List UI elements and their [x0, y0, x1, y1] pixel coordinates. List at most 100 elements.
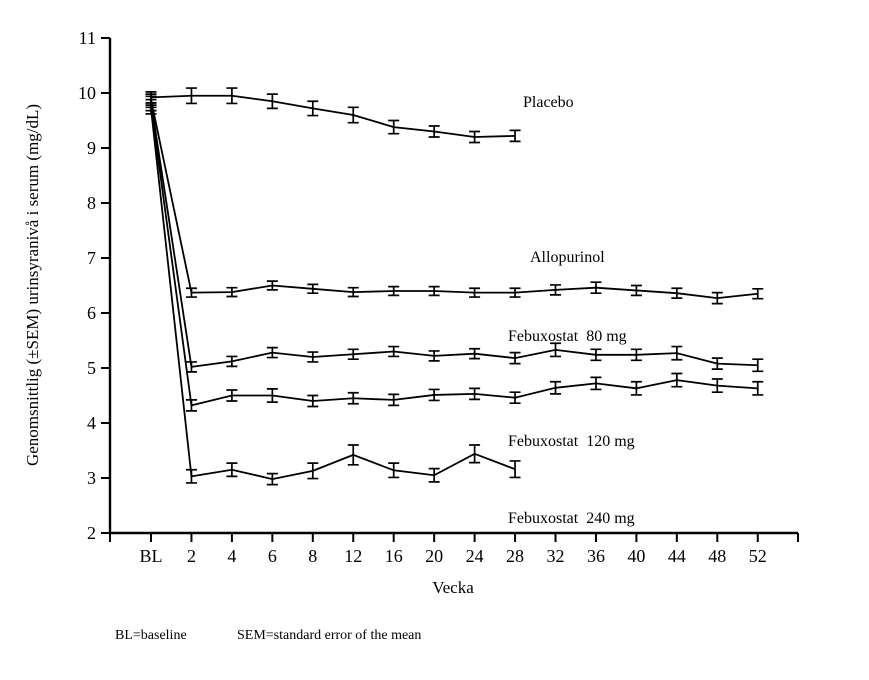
- x-tick-label-20: 20: [425, 546, 443, 566]
- series-label-febuxostat-120-mg: Febuxostat 120 mg: [508, 433, 635, 450]
- footnote-sem-definition: SEM=standard error of the mean: [237, 628, 421, 643]
- error-bar-allopurinol-32: [550, 284, 561, 296]
- x-tick-label-2: 2: [187, 546, 196, 566]
- error-bar-febuxostat-120-mg-4: [226, 389, 238, 402]
- error-bar-allopurinol-40: [630, 284, 642, 297]
- error-bar-febuxostat-80-mg-32: [550, 342, 561, 358]
- error-bar-placebo-16: [388, 119, 400, 135]
- error-bar-febuxostat-120-mg-12: [347, 391, 359, 405]
- error-bar-allopurinol-48: [711, 291, 723, 305]
- error-bar-febuxostat-80-mg-52: [752, 358, 764, 373]
- x-tick-label-28: 28: [506, 546, 524, 566]
- series-line-placebo: [150, 94, 516, 138]
- error-bar-febuxostat-120-mg-20: [428, 388, 440, 402]
- x-axis-label: Vecka: [432, 578, 474, 597]
- error-bar-febuxostat-120-mg-52: [752, 380, 764, 396]
- y-tick-label-8: 8: [87, 193, 96, 213]
- error-bar-allopurinol-16: [388, 285, 400, 297]
- error-bar-febuxostat-80-mg-40: [630, 348, 642, 362]
- error-bar-allopurinol-24: [469, 287, 481, 298]
- error-bar-allopurinol-20: [428, 285, 440, 297]
- error-bar-placebo-28: [509, 129, 521, 143]
- series-label-allopurinol: Allopurinol: [530, 249, 605, 266]
- x-tick-label-40: 40: [627, 546, 645, 566]
- error-bar-allopurinol-6: [266, 280, 278, 291]
- x-tick-label-12: 12: [344, 546, 362, 566]
- error-bar-febuxostat-240-mg-2: [185, 468, 197, 484]
- error-bar-febuxostat-80-mg-44: [671, 345, 683, 361]
- error-bar-febuxostat-240-mg-8: [307, 462, 319, 480]
- error-bar-allopurinol-2: [185, 287, 197, 298]
- error-bar-placebo-4: [226, 87, 238, 105]
- y-tick-label-5: 5: [87, 358, 96, 378]
- y-tick-label-2: 2: [87, 523, 96, 543]
- x-tick-label-4: 4: [227, 546, 236, 566]
- series-line-allopurinol: [150, 99, 758, 300]
- error-bar-allopurinol-4: [226, 286, 238, 298]
- y-tick-label-6: 6: [87, 303, 96, 323]
- y-tick-label-4: 4: [87, 413, 96, 433]
- error-bar-febuxostat-120-mg-40: [630, 380, 642, 396]
- error-bar-placebo-24: [469, 130, 481, 144]
- error-bar-febuxostat-120-mg-48: [711, 378, 723, 394]
- error-bar-placebo-2: [185, 87, 197, 105]
- x-tick-label-48: 48: [708, 546, 726, 566]
- error-bar-febuxostat-80-mg-12: [347, 348, 359, 361]
- error-bar-febuxostat-240-mg-24: [469, 444, 481, 464]
- error-bar-allopurinol-28: [509, 287, 521, 298]
- x-tick-label-36: 36: [587, 546, 605, 566]
- x-tick-label-24: 24: [466, 546, 484, 566]
- x-tick-label-16: 16: [385, 546, 403, 566]
- y-tick-label-7: 7: [87, 248, 96, 268]
- x-tick-label-BL: BL: [139, 546, 162, 566]
- series-label-febuxostat-240-mg: Febuxostat 240 mg: [508, 510, 635, 527]
- error-bar-febuxostat-120-mg-32: [550, 380, 561, 395]
- error-bar-febuxostat-80-mg-24: [469, 347, 481, 360]
- error-bar-allopurinol-44: [671, 287, 683, 299]
- series-line-febuxostat-120-mg: [150, 104, 758, 407]
- error-bar-febuxostat-120-mg-44: [671, 372, 683, 388]
- y-tick-label-3: 3: [87, 468, 96, 488]
- error-bar-febuxostat-80-mg-36: [590, 348, 602, 362]
- y-axis-label: Genomsnittlig (±SEM) urinsyranivå i seru…: [23, 104, 42, 466]
- error-bar-febuxostat-120-mg-6: [266, 388, 278, 403]
- footnote-bl-definition: BL=baseline: [115, 628, 187, 643]
- error-bar-allopurinol-12: [347, 286, 359, 298]
- y-tick-label-9: 9: [87, 138, 96, 158]
- series-label-febuxostat-80-mg: Febuxostat 80 mg: [508, 328, 627, 345]
- series-line-febuxostat-240-mg: [150, 108, 516, 481]
- error-bar-febuxostat-80-mg-48: [711, 357, 723, 370]
- error-bar-febuxostat-240-mg-4: [226, 462, 238, 478]
- error-bar-placebo-6: [266, 93, 278, 110]
- error-bar-allopurinol-52: [752, 287, 764, 300]
- axes: [108, 38, 798, 535]
- x-tick-label-6: 6: [268, 546, 277, 566]
- error-bar-febuxostat-80-mg-28: [509, 351, 521, 365]
- error-bar-febuxostat-240-mg-BL: [145, 102, 157, 115]
- y-tick-label-10: 10: [78, 83, 96, 103]
- error-bar-febuxostat-120-mg-2: [185, 399, 197, 412]
- error-bar-febuxostat-80-mg-8: [307, 351, 319, 363]
- error-bar-febuxostat-80-mg-16: [388, 345, 400, 358]
- error-bar-febuxostat-240-mg-16: [388, 462, 400, 479]
- error-bar-febuxostat-240-mg-6: [266, 472, 278, 486]
- x-tick-label-52: 52: [749, 546, 767, 566]
- error-bar-placebo-12: [347, 106, 359, 124]
- error-bar-febuxostat-120-mg-24: [469, 387, 481, 401]
- x-tick-label-8: 8: [308, 546, 317, 566]
- error-bar-febuxostat-120-mg-16: [388, 393, 400, 407]
- series-label-placebo: Placebo: [523, 94, 574, 111]
- error-bar-febuxostat-120-mg-28: [509, 391, 521, 405]
- x-tick-label-32: 32: [547, 546, 565, 566]
- error-bar-febuxostat-120-mg-36: [590, 376, 602, 391]
- error-bar-febuxostat-80-mg-20: [428, 350, 440, 362]
- x-tick-label-44: 44: [668, 546, 686, 566]
- error-bar-allopurinol-8: [307, 283, 319, 295]
- error-bar-allopurinol-36: [590, 281, 602, 295]
- error-bar-febuxostat-120-mg-8: [307, 394, 319, 408]
- error-bar-febuxostat-240-mg-28: [509, 460, 521, 479]
- y-tick-label-11: 11: [79, 28, 96, 48]
